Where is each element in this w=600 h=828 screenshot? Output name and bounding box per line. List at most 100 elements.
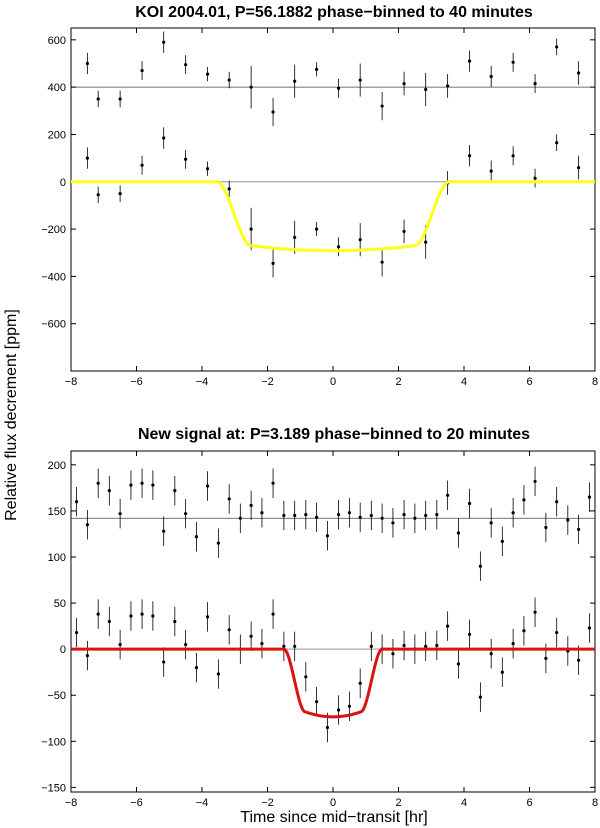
detrended-series-point bbox=[478, 695, 482, 699]
x-tick-label: 2 bbox=[395, 797, 401, 809]
offset-series-point bbox=[260, 511, 264, 515]
detrended-series-point bbox=[74, 630, 79, 635]
y-tick-label: 0 bbox=[60, 177, 66, 189]
offset-series-point bbox=[85, 523, 89, 527]
x-axis-label: Time since mid−transit [hr] bbox=[240, 809, 427, 826]
offset-series-point bbox=[162, 529, 166, 533]
offset-series-point bbox=[293, 513, 297, 518]
detrended-series-point bbox=[271, 261, 275, 265]
offset-series-point bbox=[140, 481, 144, 485]
y-tick-label: 50 bbox=[54, 598, 66, 610]
y-tick-label: 200 bbox=[48, 129, 66, 141]
y-tick-label: −400 bbox=[41, 271, 66, 283]
detrended-series-point bbox=[336, 708, 341, 712]
offset-series-point bbox=[107, 489, 111, 493]
detrended-series-point bbox=[107, 619, 111, 624]
y-tick-label: 200 bbox=[48, 460, 66, 472]
plot-area-bottom: −8 −6 −4 −2 0 2 4 6 8 −150 −100 −50 0 50 100 150 200 bbox=[41, 450, 598, 809]
detrended-series-point bbox=[424, 644, 428, 648]
detrended-series-point bbox=[315, 700, 319, 704]
axes-frame bbox=[70, 450, 596, 793]
offset-series-point bbox=[358, 515, 362, 519]
offset-series-point bbox=[315, 67, 319, 71]
detrended-series-point bbox=[96, 193, 100, 197]
x-tick-label: −8 bbox=[65, 797, 78, 809]
offset-series-point bbox=[391, 521, 395, 525]
x-tick-label: −2 bbox=[261, 376, 274, 388]
detrended-series-point bbox=[544, 656, 548, 660]
detrended-series-point bbox=[336, 245, 341, 249]
detrended-series-point bbox=[467, 632, 472, 637]
offset-series-point bbox=[500, 539, 504, 543]
offset-series-point bbox=[380, 516, 384, 520]
offset-series-point bbox=[555, 45, 559, 49]
offset-series-point bbox=[489, 521, 493, 525]
detrended-series-point bbox=[304, 675, 308, 679]
transit-model-curve bbox=[71, 180, 595, 253]
offset-series-point bbox=[249, 85, 253, 89]
detrended-series-point bbox=[533, 610, 537, 614]
offset-series-point bbox=[238, 516, 242, 520]
detrended-series-point bbox=[533, 176, 537, 180]
y-tick-label: −150 bbox=[41, 782, 66, 794]
offset-series-point bbox=[467, 59, 472, 63]
offset-series-point bbox=[478, 564, 482, 568]
offset-series-point bbox=[162, 40, 166, 44]
offset-series-point bbox=[184, 512, 188, 516]
detrended-series-point bbox=[489, 169, 493, 173]
detrended-series-point bbox=[205, 167, 210, 171]
detrended-series-point bbox=[555, 141, 559, 145]
detrended-series-point bbox=[358, 238, 362, 242]
x-tick-label: −6 bbox=[130, 376, 143, 388]
detrended-series-point bbox=[129, 614, 133, 618]
detrended-series-point bbox=[162, 136, 166, 140]
x-tick-label: 8 bbox=[592, 797, 598, 809]
offset-series-point bbox=[489, 74, 493, 79]
offset-series-point bbox=[129, 483, 133, 487]
x-tick-label: −4 bbox=[196, 376, 209, 388]
detrended-series-point bbox=[391, 652, 395, 656]
x-tick-label: 4 bbox=[461, 376, 467, 388]
detrended-series-point bbox=[85, 654, 89, 658]
detrended-series-point bbox=[369, 644, 373, 648]
offset-series-point bbox=[96, 481, 100, 485]
detrended-series-point bbox=[555, 630, 559, 635]
detrended-series-point bbox=[227, 628, 231, 632]
offset-series-point bbox=[577, 527, 581, 531]
offset-series-point bbox=[325, 534, 330, 538]
offset-series-point bbox=[194, 535, 199, 539]
detrended-series-point bbox=[577, 658, 581, 662]
detrended-series-point bbox=[467, 154, 472, 158]
axes-frame bbox=[70, 27, 596, 372]
offset-series-point bbox=[336, 512, 341, 517]
offset-series-point bbox=[205, 72, 210, 76]
y-tick-label: 100 bbox=[48, 552, 66, 564]
x-tick-label: 6 bbox=[526, 797, 532, 809]
offset-series-point bbox=[446, 493, 450, 497]
detrended-series-point bbox=[293, 644, 297, 648]
detrended-series-point bbox=[227, 187, 231, 191]
detrended-series-point bbox=[522, 629, 526, 633]
detrended-series-point bbox=[118, 191, 122, 196]
offset-series-point bbox=[511, 60, 515, 64]
offset-series-point bbox=[227, 78, 231, 82]
transit-model-curve bbox=[71, 647, 595, 719]
detrended-series-point bbox=[249, 227, 253, 231]
offset-series-point bbox=[587, 495, 592, 499]
detrended-series-point bbox=[162, 660, 166, 664]
offset-series-point bbox=[118, 512, 122, 516]
detrended-series-point bbox=[315, 227, 319, 231]
offset-series-point bbox=[511, 511, 515, 515]
detrended-series-point bbox=[118, 642, 122, 647]
offset-series-point bbox=[85, 61, 89, 66]
x-tick-label: −8 bbox=[65, 376, 78, 388]
offset-series-point bbox=[173, 489, 177, 493]
y-tick-label: −200 bbox=[41, 224, 66, 236]
offset-series-point bbox=[577, 71, 581, 75]
detrended-series-point bbox=[402, 229, 406, 234]
detrended-series-point bbox=[216, 672, 220, 676]
detrended-series-point bbox=[587, 626, 592, 630]
y-tick-label: 400 bbox=[48, 82, 66, 94]
offset-series-point bbox=[467, 501, 472, 506]
